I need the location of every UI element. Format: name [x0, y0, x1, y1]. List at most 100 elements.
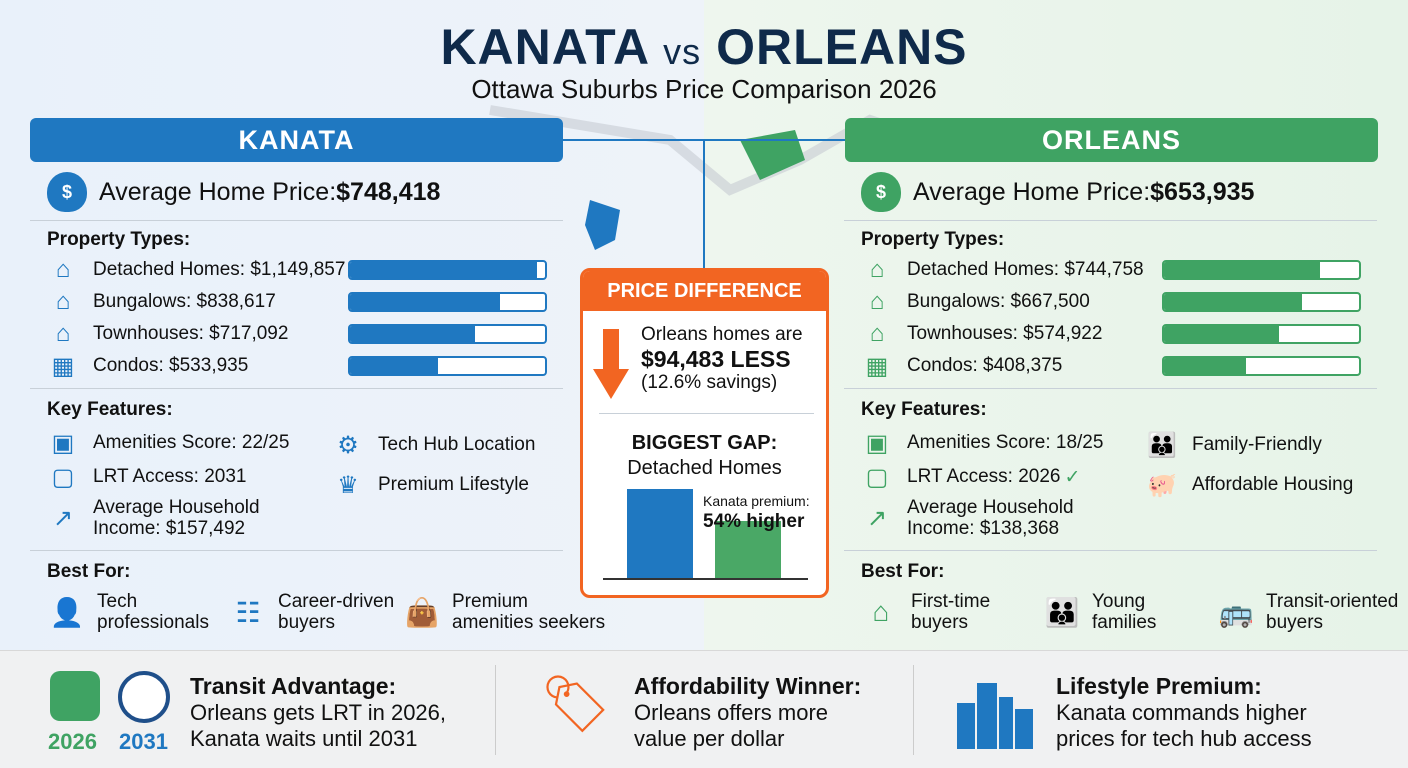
transit-title: Transit Advantage: [190, 673, 397, 699]
townhouse-icon: ⌂ [869, 320, 885, 347]
shopping-bag-icon: 👜 [404, 596, 440, 628]
key-features-label: Key Features: [861, 399, 987, 420]
bungalow-icon: ⌂ [869, 288, 885, 315]
page-title: KANATA vs ORLEANS [0, 18, 1408, 76]
price-tag-hand-icon: 🏷 [540, 672, 612, 735]
house-icon: ⌂ [55, 256, 71, 283]
feature-extra-1: Tech Hub Location [378, 434, 536, 455]
clock-icon [118, 671, 170, 723]
price-difference-box: PRICE DIFFERENCE Orleans homes are $94,4… [580, 268, 829, 598]
property-row: ▦ Condos: $408,375 [861, 352, 1063, 380]
title-kanata: KANATA [440, 19, 649, 75]
property-row: ⌂ Townhouses: $574,922 [861, 320, 1103, 348]
subtitle: Ottawa Suburbs Price Comparison 2026 [471, 74, 937, 104]
checkmark-icon: ✓ [1064, 466, 1081, 488]
property-price-bar [348, 356, 547, 376]
income-label: Average Household [93, 497, 260, 518]
savings-intro: Orleans homes are [641, 324, 803, 345]
lrt-access: LRT Access: 2031 [93, 466, 247, 487]
gap-title: BIGGEST GAP: [631, 432, 778, 454]
house-key-icon: ⌂ [872, 596, 890, 627]
property-price-bar [1162, 324, 1361, 344]
amenities-score: Amenities Score: 22/25 [93, 432, 290, 453]
price-difference-header: PRICE DIFFERENCE [583, 271, 826, 311]
laptop-user-icon: 👤 [49, 596, 85, 628]
ladder-icon: ☷ [235, 596, 261, 628]
avg-label: Average Home Price: [99, 177, 337, 206]
avg-price-value: $748,418 [336, 177, 441, 206]
lifestyle-line2: prices for tech hub access [1056, 726, 1312, 751]
transit-line2: Kanata waits until 2031 [190, 726, 418, 751]
best-line2: professionals [97, 612, 209, 633]
year-orleans: 2026 [48, 729, 97, 754]
orleans-header: ORLEANS [845, 118, 1378, 162]
property-row: ⌂ Detached Homes: $1,149,857 [47, 256, 346, 284]
house-icon: ⌂ [869, 256, 885, 283]
income-growth-icon: ↗ [52, 504, 74, 532]
best-for-item: 👜 Premium amenities seekers [402, 590, 606, 634]
gap-baseline [603, 578, 808, 580]
best-for-item: ☷ Career-driven buyers [228, 590, 394, 634]
best-for-item: 🚌 Transit-oriented buyers [1216, 590, 1399, 634]
property-price-bar [348, 292, 547, 312]
orleans-map-area [740, 130, 805, 180]
condo-icon: ▦ [865, 352, 889, 380]
feature-extra-2: Premium Lifestyle [378, 474, 529, 495]
kanata-average-price: $ Average Home Price: $748,418 [47, 172, 440, 212]
key-features-label: Key Features: [47, 399, 173, 420]
bottom-summary: 2026 2031 Transit Advantage: Orleans gets… [0, 650, 1408, 768]
money-bag-icon: $ [861, 172, 901, 212]
avg-price-value: $653,935 [1150, 177, 1255, 206]
money-bag-icon: $ [47, 172, 87, 212]
best-line2: families [1092, 612, 1157, 633]
property-row: ▦ Condos: $533,935 [47, 352, 249, 380]
title-orleans: ORLEANS [716, 19, 968, 75]
best-line2: amenities seekers [452, 612, 606, 633]
income-label: Average Household [907, 497, 1074, 518]
property-types-label: Property Types: [861, 229, 1005, 250]
affordability-line2: value per dollar [634, 726, 785, 751]
property-price-bar [1162, 260, 1361, 280]
property-row: ⌂ Detached Homes: $744,758 [861, 256, 1144, 284]
best-for-label: Best For: [47, 561, 131, 582]
down-arrow-icon [593, 329, 629, 399]
property-row: ⌂ Townhouses: $717,092 [47, 320, 289, 348]
orleans-average-price: $ Average Home Price: $653,935 [861, 172, 1254, 212]
lifestyle-title: Lifestyle Premium: [1056, 673, 1262, 699]
transit-line1: Orleans gets LRT in 2026, [190, 700, 447, 725]
income-value: Income: $157,492 [93, 518, 246, 539]
property-label: Bungalows: $667,500 [907, 291, 1090, 312]
feature-extra-2: Affordable Housing [1192, 474, 1354, 495]
property-row: ⌂ Bungalows: $667,500 [861, 288, 1090, 316]
best-line2: buyers [278, 612, 336, 633]
gear-wrench-icon: ⚙ [337, 431, 359, 459]
property-price-bar [1162, 356, 1361, 376]
property-row: ⌂ Bungalows: $838,617 [47, 288, 276, 316]
savings-percent: (12.6% savings) [641, 372, 778, 393]
affordability-line1: Orleans offers more [634, 700, 829, 725]
store-icon: ▣ [51, 429, 75, 457]
stroller-icon: 👪 [1044, 596, 1080, 628]
feature-extra-1: Family-Friendly [1192, 434, 1322, 455]
property-types-label: Property Types: [47, 229, 191, 250]
bungalow-icon: ⌂ [55, 288, 71, 315]
best-line2: buyers [911, 612, 969, 633]
avg-label: Average Home Price: [913, 177, 1151, 206]
property-label: Detached Homes: $1,149,857 [93, 259, 346, 280]
premium-label: Kanata premium: [703, 493, 810, 509]
store-icon: ▣ [865, 429, 889, 457]
best-line1: First-time [911, 591, 991, 612]
property-label: Townhouses: $717,092 [93, 323, 289, 344]
best-for-item: 👤 Tech professionals [47, 590, 209, 634]
property-price-bar [348, 324, 547, 344]
property-label: Condos: $408,375 [907, 355, 1063, 376]
best-for-label: Best For: [861, 561, 945, 582]
piggy-bank-icon: 🐖 [1147, 471, 1177, 499]
condo-icon: ▦ [51, 352, 75, 380]
property-label: Townhouses: $574,922 [907, 323, 1103, 344]
train-icon: ▢ [51, 463, 75, 491]
title-vs: vs [663, 31, 702, 72]
premium-value: 54% higher [703, 511, 805, 532]
lrt-access: LRT Access: 2026 [907, 466, 1061, 487]
affordability-title: Affordability Winner: [634, 673, 862, 699]
